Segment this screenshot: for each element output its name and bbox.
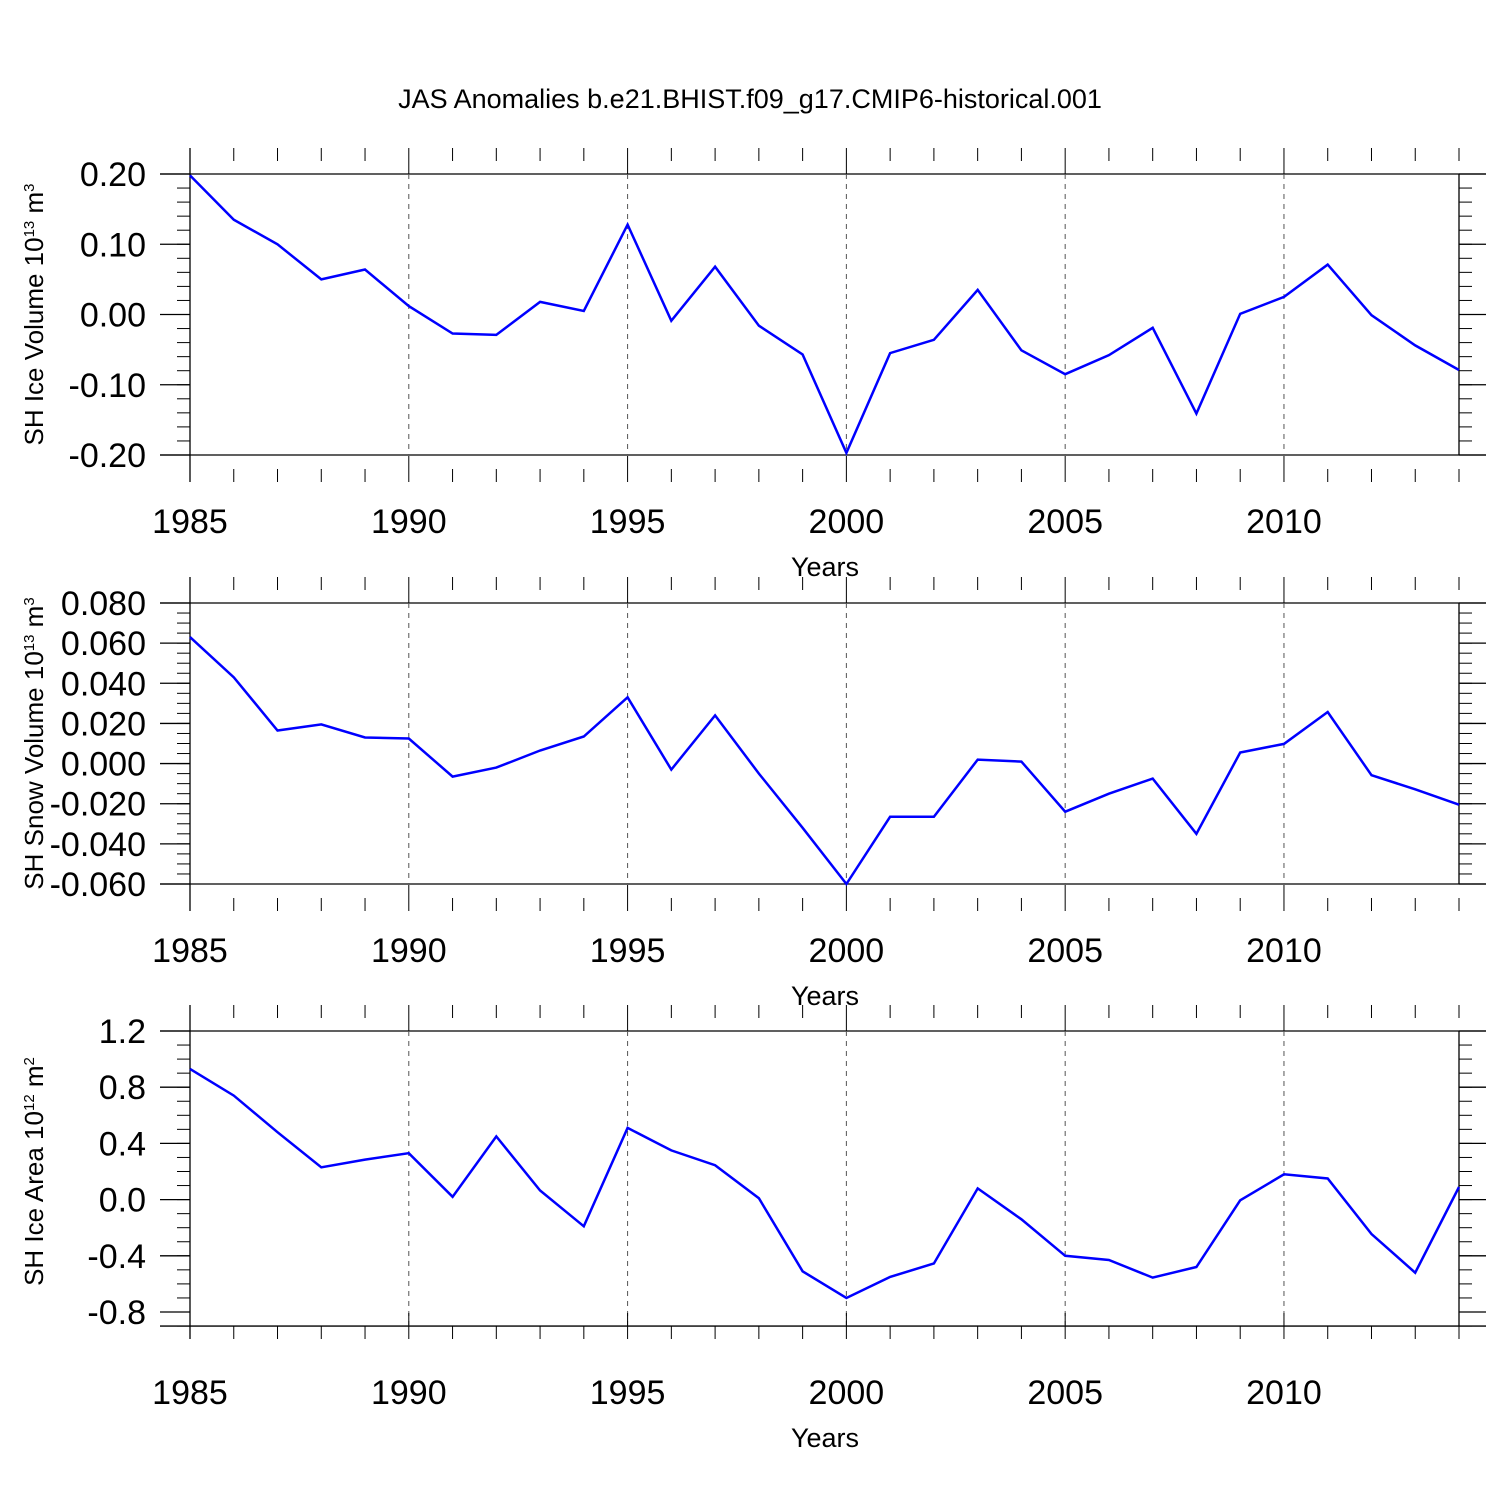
y-tick-label: -0.020 — [50, 786, 146, 824]
x-tick-label: 1985 — [152, 932, 228, 970]
y-tick-label: 0.060 — [61, 625, 146, 663]
y-axis-label: SH Snow Volume 1013 m3 — [19, 597, 49, 889]
y-tick-label: -0.060 — [50, 866, 146, 904]
x-axis-label: Years — [791, 1423, 859, 1453]
series-line — [189, 636, 1460, 887]
y-tick-label: 0.20 — [80, 156, 146, 194]
y-tick-label: 0.00 — [80, 297, 146, 335]
y-tick-label: 0.4 — [99, 1125, 146, 1163]
y-tick-label: 1.2 — [99, 1013, 146, 1051]
x-tick-label: 2010 — [1246, 503, 1322, 541]
x-tick-label: 1995 — [590, 1374, 666, 1412]
series-line — [189, 174, 1460, 456]
x-tick-label: 1990 — [371, 1374, 447, 1412]
x-tick-label: 2000 — [809, 1374, 885, 1412]
y-tick-label: -0.10 — [69, 367, 147, 405]
y-tick-label: -0.040 — [50, 826, 146, 864]
y-axis-label: SH Ice Area 1012 m2 — [19, 1057, 49, 1286]
x-tick-label: 1990 — [371, 503, 447, 541]
x-tick-label: 2005 — [1027, 1374, 1103, 1412]
y-tick-label: -0.20 — [69, 437, 147, 475]
y-axis-label: SH Ice Volume 1013 m3 — [19, 183, 49, 445]
chart-title: JAS Anomalies b.e21.BHIST.f09_g17.CMIP6-… — [398, 84, 1102, 114]
y-tick-label: 0.040 — [61, 665, 146, 703]
y-tick-label: 0.080 — [61, 585, 146, 623]
y-tick-label: -0.4 — [87, 1238, 146, 1276]
x-tick-label: 1985 — [152, 1374, 228, 1412]
series-line — [189, 1067, 1461, 1300]
y-tick-label: -0.8 — [87, 1294, 146, 1332]
x-axis-label: Years — [791, 981, 859, 1011]
x-tick-label: 2005 — [1027, 932, 1103, 970]
y-tick-label: 0.000 — [61, 746, 146, 784]
x-tick-label: 1995 — [590, 503, 666, 541]
x-tick-label: 1995 — [590, 932, 666, 970]
x-tick-label: 2005 — [1027, 503, 1103, 541]
x-tick-label: 2010 — [1246, 1374, 1322, 1412]
x-axis-label: Years — [791, 552, 859, 582]
y-tick-label: 0.8 — [99, 1069, 146, 1107]
y-tick-label: 0.0 — [99, 1182, 146, 1220]
x-tick-label: 2000 — [809, 503, 885, 541]
x-tick-label: 2010 — [1246, 932, 1322, 970]
y-tick-label: 0.10 — [80, 226, 146, 264]
x-tick-label: 2000 — [809, 932, 885, 970]
y-tick-label: 0.020 — [61, 705, 146, 743]
x-tick-label: 1990 — [371, 932, 447, 970]
x-tick-label: 1985 — [152, 503, 228, 541]
